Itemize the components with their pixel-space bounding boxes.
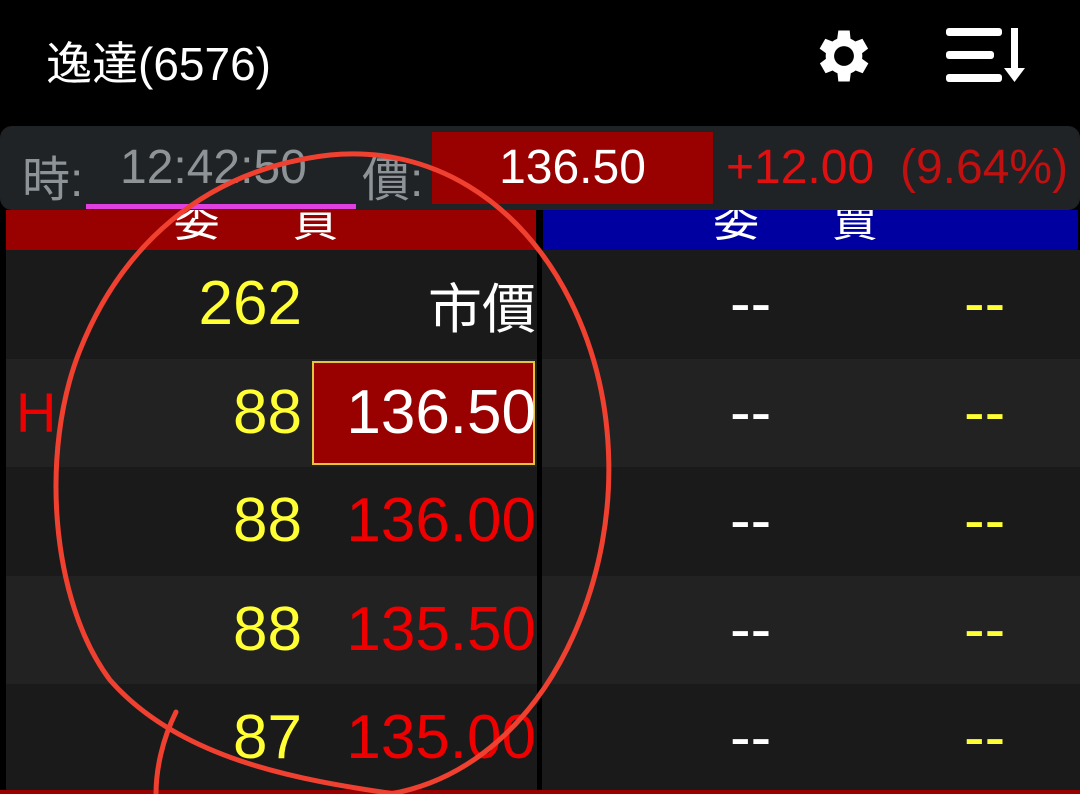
time-underline — [86, 204, 356, 209]
ask-header: 委 賣 — [543, 210, 1078, 250]
ask-price: -- — [730, 377, 772, 447]
order-book: 262 市價 -- -- H 88 136.50 -- -- 88 136.00… — [6, 250, 1080, 793]
current-price-highlight — [312, 361, 535, 465]
sort-descending-icon[interactable] — [944, 24, 1030, 86]
table-row[interactable]: 88 135.50 -- -- — [6, 575, 1080, 684]
ask-price: -- — [730, 594, 772, 664]
column-divider — [537, 210, 542, 794]
bid-price: 136.00 — [346, 486, 536, 555]
ask-volume: -- — [964, 594, 1006, 664]
ask-volume: -- — [964, 269, 1006, 338]
time-label: 時: — [22, 154, 84, 207]
price-change: +12.00 — [726, 141, 875, 194]
ask-volume: -- — [964, 486, 1006, 555]
bid-volume: 88 — [233, 594, 302, 664]
quote-bar: 時: 12:42:50 價: 136.50 +12.00 (9.64%) — [0, 126, 1080, 210]
table-row[interactable]: H 88 136.50 -- -- — [6, 358, 1080, 467]
bid-price-current: 136.50 — [346, 377, 536, 447]
table-row[interactable]: 262 市價 -- -- — [6, 250, 1080, 359]
ask-volume: -- — [964, 703, 1006, 772]
ask-price: -- — [730, 703, 772, 772]
table-row[interactable]: 88 136.00 -- -- — [6, 467, 1080, 576]
bid-header: 委 買 — [6, 210, 536, 250]
ask-price: -- — [730, 486, 772, 555]
bid-price: 135.50 — [346, 594, 536, 664]
bid-price: 市價 — [428, 280, 536, 340]
bottom-border — [0, 790, 1080, 794]
ask-price: -- — [730, 269, 772, 338]
price-change-percent: (9.64%) — [900, 141, 1069, 194]
ask-volume: -- — [964, 377, 1006, 447]
table-row[interactable]: 87 135.00 -- -- — [6, 684, 1080, 793]
stock-title: 逸達(6576) — [46, 38, 271, 90]
bid-volume: 88 — [233, 377, 302, 447]
gear-icon[interactable] — [808, 22, 880, 90]
bid-volume: 88 — [233, 486, 302, 555]
row-marker-high: H — [16, 380, 57, 444]
bid-volume: 262 — [198, 269, 302, 338]
